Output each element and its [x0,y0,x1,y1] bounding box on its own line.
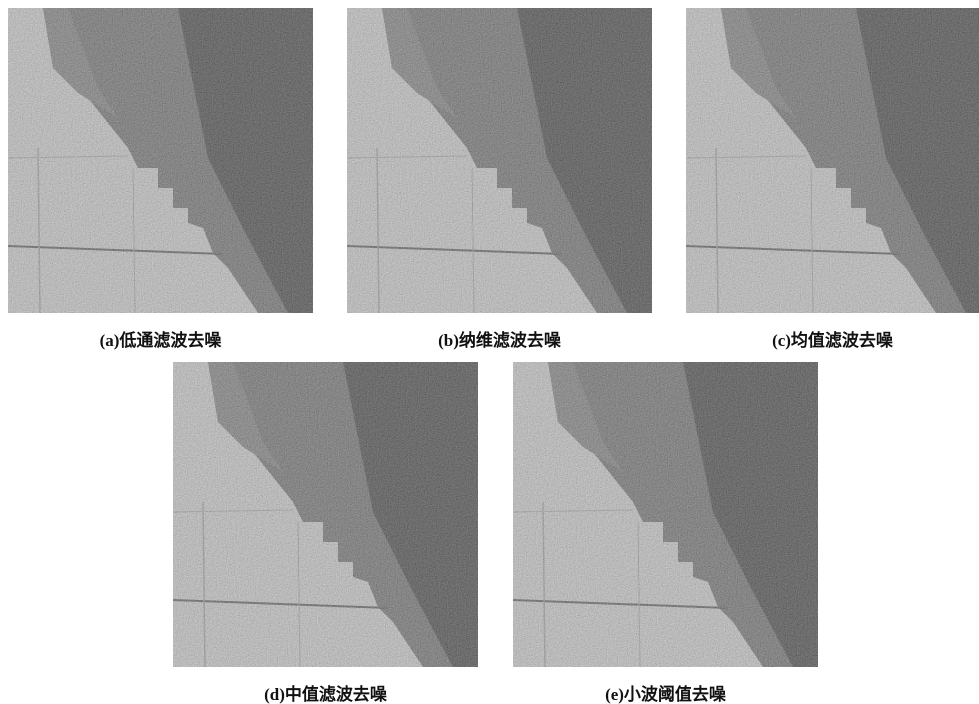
image-b [347,8,652,313]
image-c [686,8,979,313]
image-a [8,8,313,313]
caption: (b)纳维滤波去噪 [347,326,652,351]
caption: (e)小波阈值去噪 [513,680,818,704]
caption: (c)均值滤波去噪 [686,326,979,351]
caption: (a)低通滤波去噪 [8,326,313,351]
image-e [513,362,818,667]
figure: (a)低通滤波去噪 (b)纳维滤波去噪 (c)均值滤波去噪 (d)中值滤波去噪 … [0,0,979,704]
caption: (d)中值滤波去噪 [173,680,478,704]
image-d [173,362,478,667]
